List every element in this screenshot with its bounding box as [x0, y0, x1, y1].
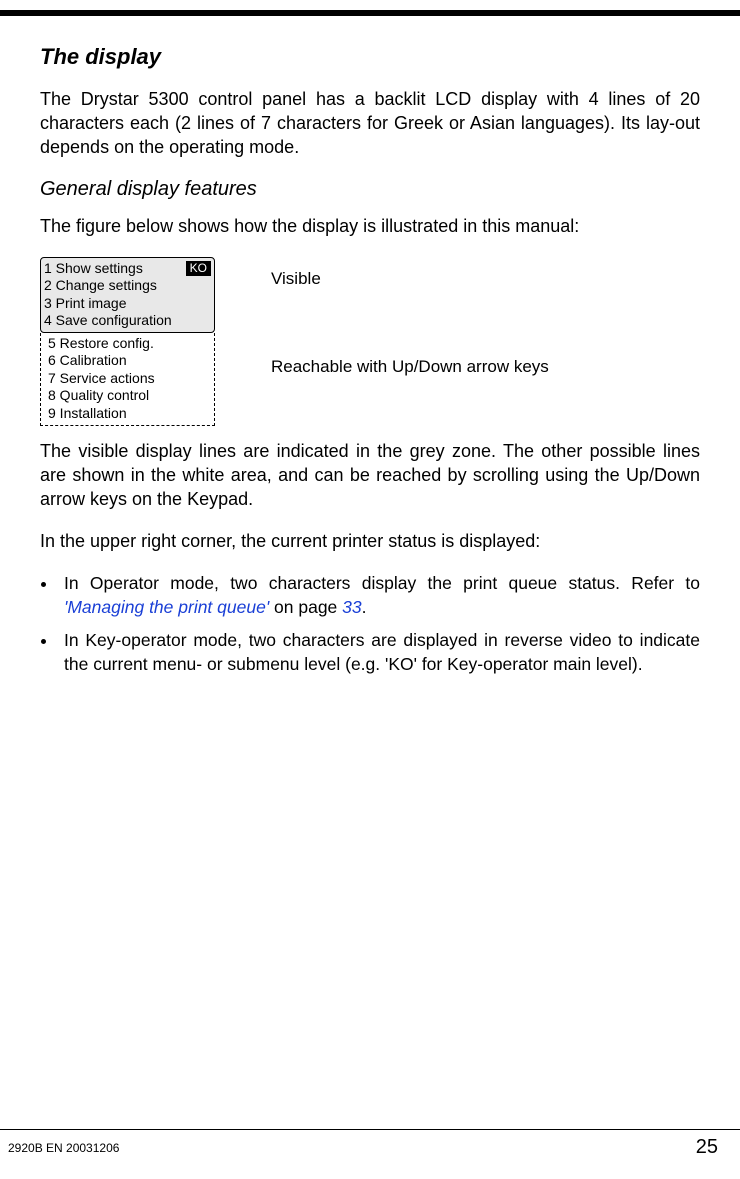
paragraph-explain-zones: The visible display lines are indicated … — [40, 440, 700, 512]
footer-page-number: 25 — [696, 1136, 718, 1159]
bullet-text-mid: on page — [269, 597, 342, 617]
link-managing-queue[interactable]: 'Managing the print queue' — [64, 597, 269, 617]
menu-text-1: 1 Show settings — [44, 260, 143, 278]
paragraph-status-lead: In the upper right corner, the current p… — [40, 530, 700, 554]
menu-line-1: 1 Show settings KO — [44, 260, 211, 278]
paragraph-intro: The Drystar 5300 control panel has a bac… — [40, 88, 700, 160]
menu-line-3: 3 Print image — [44, 295, 211, 313]
ko-badge: KO — [186, 261, 211, 276]
section-heading: The display — [40, 44, 700, 70]
display-box: 1 Show settings KO 2 Change settings 3 P… — [40, 257, 215, 427]
menu-text-4: 4 Save configuration — [44, 312, 172, 330]
menu-line-5: 5 Restore config. — [43, 335, 212, 353]
footer-doc-id: 2920B EN 20031206 — [8, 1141, 119, 1155]
display-figure: 1 Show settings KO 2 Change settings 3 P… — [40, 257, 700, 427]
label-visible: Visible — [271, 269, 700, 289]
page-footer: 2920B EN 20031206 25 — [0, 1129, 740, 1159]
dashed-border-left — [40, 333, 41, 427]
subsection-heading: General display features — [40, 178, 700, 201]
menu-line-2: 2 Change settings — [44, 277, 211, 295]
bullet-list: In Operator mode, two characters display… — [58, 572, 700, 677]
bullet-operator-mode: In Operator mode, two characters display… — [58, 572, 700, 619]
visible-panel: 1 Show settings KO 2 Change settings 3 P… — [40, 257, 215, 333]
menu-text-3: 3 Print image — [44, 295, 126, 313]
bullet-text-post: . — [362, 597, 367, 617]
bullet-keyoperator-mode: In Key-operator mode, two characters are… — [58, 629, 700, 676]
reachable-panel: 5 Restore config. 6 Calibration 7 Servic… — [40, 333, 215, 427]
page-content: The display The Drystar 5300 control pan… — [0, 16, 740, 677]
menu-text-2: 2 Change settings — [44, 277, 157, 295]
menu-line-7: 7 Service actions — [43, 370, 212, 388]
link-page-33[interactable]: 33 — [342, 597, 361, 617]
menu-line-9: 9 Installation — [43, 405, 212, 423]
dashed-border-bottom — [40, 425, 215, 426]
label-reachable: Reachable with Up/Down arrow keys — [271, 357, 700, 377]
dashed-border-right — [214, 333, 215, 427]
menu-line-4: 4 Save configuration — [44, 312, 211, 330]
menu-line-8: 8 Quality control — [43, 387, 212, 405]
menu-line-6: 6 Calibration — [43, 352, 212, 370]
figure-labels: Visible Reachable with Up/Down arrow key… — [215, 257, 700, 377]
bullet-text-pre: In Operator mode, two characters display… — [64, 573, 700, 593]
paragraph-figure-lead: The figure below shows how the display i… — [40, 215, 700, 239]
